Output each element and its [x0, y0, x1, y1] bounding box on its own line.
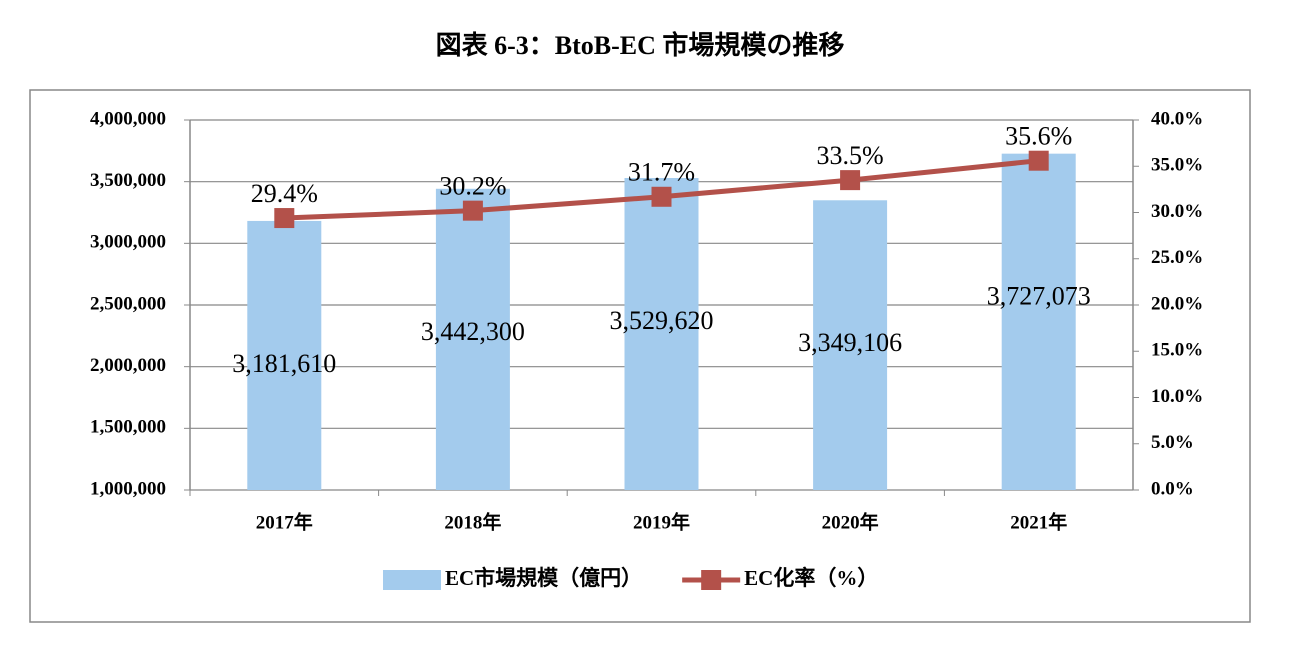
marker — [274, 208, 295, 229]
y2-tick-label: 0.0% — [1151, 478, 1194, 499]
y2-tick-label: 5.0% — [1151, 432, 1194, 453]
y-tick-label: 2,500,000 — [90, 293, 166, 314]
marker — [462, 200, 483, 221]
bar — [247, 220, 322, 491]
y-tick-label: 4,000,000 — [90, 108, 166, 129]
data-label: 33.5% — [817, 141, 884, 170]
y2-tick-label: 35.0% — [1151, 155, 1203, 176]
y-tick-label: 3,500,000 — [90, 170, 166, 191]
y2-tick-label: 30.0% — [1151, 201, 1203, 222]
bar — [435, 188, 510, 490]
chart-border — [29, 89, 1251, 623]
data-label: 3,529,620 — [610, 306, 714, 335]
marker — [1028, 150, 1049, 171]
y2-tick-label: 15.0% — [1151, 340, 1203, 361]
y-tick-label: 1,500,000 — [90, 417, 166, 438]
legend-label: EC化率（%） — [744, 566, 878, 590]
y2-tick-label: 25.0% — [1151, 247, 1203, 268]
x-tick-label: 2021年 — [1010, 510, 1067, 533]
data-label: 3,349,106 — [798, 328, 902, 357]
chart-title: 図表 6-3：BtoB-EC 市場規模の推移 — [436, 30, 845, 60]
legend-label: EC市場規模（億円） — [445, 566, 642, 590]
x-tick-label: 2017年 — [256, 510, 313, 533]
marker — [840, 170, 861, 191]
y2-tick-label: 10.0% — [1151, 386, 1203, 407]
bar — [813, 200, 888, 491]
x-tick-label: 2020年 — [822, 510, 879, 533]
y2-tick-label: 20.0% — [1151, 293, 1203, 314]
y-tick-label: 3,000,000 — [90, 232, 166, 253]
bar — [624, 178, 699, 490]
legend-swatch — [701, 570, 722, 590]
data-label: 30.2% — [439, 172, 506, 201]
x-tick-label: 2018年 — [444, 510, 501, 533]
y-tick-label: 1,000,000 — [90, 478, 166, 499]
legend-swatch — [383, 570, 441, 590]
marker — [651, 186, 672, 207]
data-label: 35.6% — [1005, 122, 1072, 151]
x-tick-label: 2019年 — [633, 510, 690, 533]
data-label: 29.4% — [251, 179, 318, 208]
bar — [1001, 153, 1076, 490]
data-label: 3,181,610 — [232, 349, 336, 378]
data-label: 3,442,300 — [421, 317, 525, 346]
data-label: 31.7% — [628, 158, 695, 187]
y2-tick-label: 40.0% — [1151, 108, 1203, 129]
y-tick-label: 2,000,000 — [90, 355, 166, 376]
data-label: 3,727,073 — [987, 282, 1091, 311]
